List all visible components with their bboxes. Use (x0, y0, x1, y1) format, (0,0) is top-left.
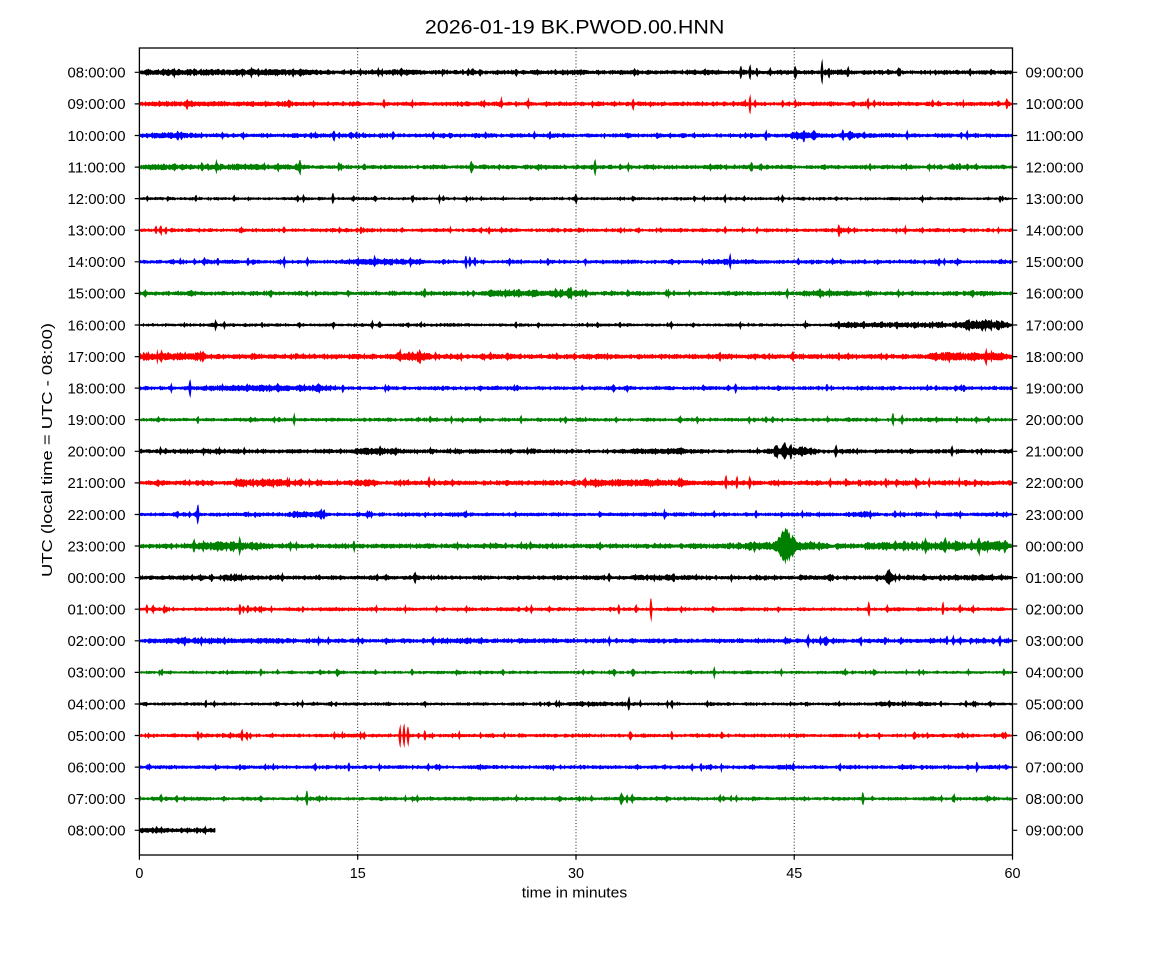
svg-text:23:00:00: 23:00:00 (68, 539, 126, 555)
svg-text:12:00:00: 12:00:00 (68, 192, 126, 208)
svg-text:15:00:00: 15:00:00 (68, 287, 126, 303)
svg-text:11:00:00: 11:00:00 (68, 160, 126, 176)
svg-text:04:00:00: 04:00:00 (68, 697, 126, 713)
svg-text:14:00:00: 14:00:00 (1026, 224, 1084, 240)
svg-text:14:00:00: 14:00:00 (68, 255, 126, 271)
svg-text:02:00:00: 02:00:00 (68, 634, 126, 650)
svg-text:19:00:00: 19:00:00 (68, 413, 126, 429)
svg-text:05:00:00: 05:00:00 (1026, 697, 1084, 713)
svg-text:16:00:00: 16:00:00 (1026, 287, 1084, 303)
svg-text:30: 30 (568, 866, 584, 882)
svg-text:time in minutes: time in minutes (522, 886, 627, 902)
svg-text:10:00:00: 10:00:00 (68, 129, 126, 145)
svg-text:06:00:00: 06:00:00 (68, 760, 126, 776)
svg-text:23:00:00: 23:00:00 (1026, 508, 1084, 524)
svg-text:09:00:00: 09:00:00 (1026, 66, 1084, 82)
svg-text:08:00:00: 08:00:00 (1026, 792, 1084, 808)
svg-text:UTC (local time = UTC - 08:00): UTC (local time = UTC - 08:00) (40, 323, 56, 577)
svg-text:20:00:00: 20:00:00 (1026, 413, 1084, 429)
svg-text:18:00:00: 18:00:00 (68, 381, 126, 397)
svg-text:10:00:00: 10:00:00 (1026, 97, 1084, 113)
svg-text:18:00:00: 18:00:00 (1026, 350, 1084, 366)
svg-text:17:00:00: 17:00:00 (68, 350, 126, 366)
svg-text:01:00:00: 01:00:00 (1026, 571, 1084, 587)
svg-text:22:00:00: 22:00:00 (1026, 476, 1084, 492)
svg-text:21:00:00: 21:00:00 (68, 476, 126, 492)
svg-text:12:00:00: 12:00:00 (1026, 160, 1084, 176)
svg-text:60: 60 (1004, 866, 1020, 882)
svg-text:0: 0 (135, 866, 143, 882)
svg-text:02:00:00: 02:00:00 (1026, 603, 1084, 619)
svg-text:13:00:00: 13:00:00 (1026, 192, 1084, 208)
svg-text:16:00:00: 16:00:00 (68, 318, 126, 334)
svg-text:20:00:00: 20:00:00 (68, 445, 126, 461)
svg-text:45: 45 (786, 866, 802, 882)
svg-text:08:00:00: 08:00:00 (68, 66, 126, 82)
svg-text:01:00:00: 01:00:00 (68, 603, 126, 619)
svg-text:21:00:00: 21:00:00 (1026, 445, 1084, 461)
svg-text:06:00:00: 06:00:00 (1026, 729, 1084, 745)
svg-text:07:00:00: 07:00:00 (1026, 760, 1084, 776)
svg-text:15: 15 (350, 866, 366, 882)
svg-text:09:00:00: 09:00:00 (1026, 824, 1084, 840)
svg-text:05:00:00: 05:00:00 (68, 729, 126, 745)
svg-text:11:00:00: 11:00:00 (1026, 129, 1084, 145)
svg-text:00:00:00: 00:00:00 (1026, 539, 1084, 555)
svg-text:03:00:00: 03:00:00 (68, 666, 126, 682)
svg-text:2026-01-19 BK.PWOD.00.HNN: 2026-01-19 BK.PWOD.00.HNN (425, 18, 725, 39)
svg-text:04:00:00: 04:00:00 (1026, 666, 1084, 682)
svg-text:00:00:00: 00:00:00 (68, 571, 126, 587)
svg-text:09:00:00: 09:00:00 (68, 97, 126, 113)
svg-text:22:00:00: 22:00:00 (68, 508, 126, 524)
svg-text:03:00:00: 03:00:00 (1026, 634, 1084, 650)
svg-text:08:00:00: 08:00:00 (68, 824, 126, 840)
svg-text:15:00:00: 15:00:00 (1026, 255, 1084, 271)
svg-text:13:00:00: 13:00:00 (68, 224, 126, 240)
svg-text:17:00:00: 17:00:00 (1026, 318, 1084, 334)
svg-text:19:00:00: 19:00:00 (1026, 381, 1084, 397)
svg-text:07:00:00: 07:00:00 (68, 792, 126, 808)
